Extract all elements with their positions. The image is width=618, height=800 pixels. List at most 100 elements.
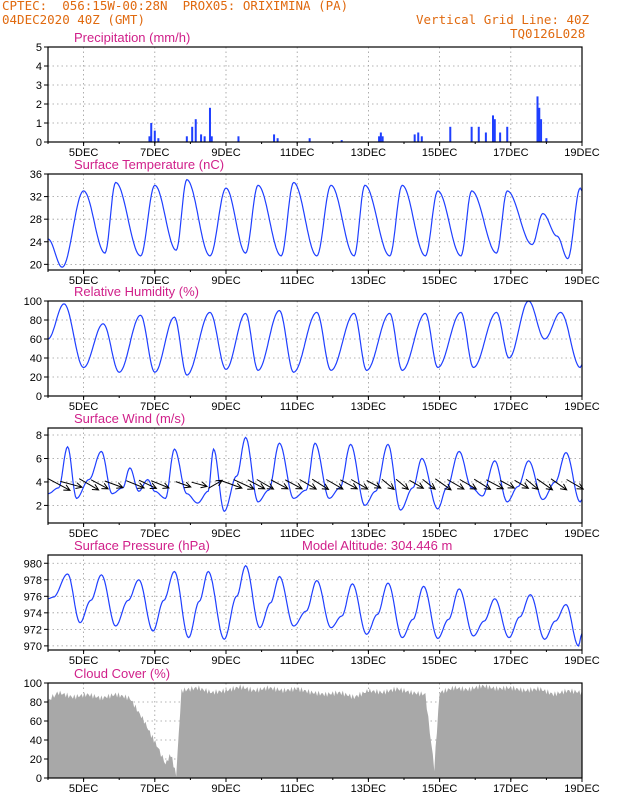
- precip-bar: [545, 138, 548, 142]
- wind-vector-arrow: [60, 480, 84, 489]
- wind-xtick-label: 19DEC: [564, 528, 600, 540]
- wind-vector-arrow: [422, 479, 437, 490]
- wind-vector-arrow: [175, 481, 192, 489]
- wind-vector-arrow: [525, 478, 540, 491]
- precipitation-panel-frame: [47, 46, 583, 143]
- precip-bar: [379, 132, 382, 142]
- precip-bar: [203, 136, 206, 142]
- precip-bar: [194, 119, 197, 142]
- wind-ytick-label: 2: [36, 500, 42, 512]
- wind-vector-arrow: [499, 480, 516, 489]
- wind-ytick-label: 8: [36, 430, 42, 442]
- cloud-cover-xtick-label: 5DEC: [69, 783, 98, 795]
- humidity-ytick-label: 100: [24, 296, 42, 308]
- pressure-series-line: [47, 564, 583, 647]
- temperature-xtick-label: 7DEC: [140, 275, 169, 287]
- precip-bar: [340, 140, 343, 142]
- precip-bar: [148, 136, 151, 142]
- wind-vector-arrow: [256, 479, 275, 490]
- wind-panel-frame: [47, 427, 583, 524]
- precipitation-xtick-label: 5DEC: [69, 147, 98, 159]
- precipitation-xtick-label: 17DEC: [493, 147, 529, 159]
- wind-vector-arrow: [550, 478, 568, 491]
- humidity-xtick-label: 17DEC: [493, 401, 529, 413]
- precipitation-xtick-label: 15DEC: [422, 147, 458, 159]
- humidity-ytick-label: 80: [30, 315, 42, 327]
- humidity-xtick-label: 5DEC: [69, 401, 98, 413]
- precipitation-xtick-label: 13DEC: [351, 147, 387, 159]
- pressure-ytick-label: 978: [24, 575, 42, 587]
- station-header: CPTEC: 056:15W-00:28N PROX05: ORIXIMINA …: [2, 0, 349, 13]
- cloud-cover-xtick-label: 15DEC: [422, 783, 458, 795]
- precip-bar: [210, 136, 213, 142]
- temperature-ytick-label: 24: [30, 237, 42, 249]
- temperature-panel-frame: [47, 173, 583, 271]
- cloud-cover-xtick-label: 9DEC: [211, 783, 240, 795]
- wind-xtick-label: 7DEC: [140, 528, 169, 540]
- pressure-ytick-label: 972: [24, 624, 42, 636]
- precip-bar: [208, 107, 211, 142]
- humidity-panel-frame: [47, 300, 583, 397]
- temperature-title: Surface Temperature (nC): [74, 157, 224, 172]
- wind-vector-arrow: [233, 479, 256, 490]
- precip-bar: [237, 136, 240, 142]
- humidity-ytick-label: 60: [30, 334, 42, 346]
- cloud-cover-xtick-label: 17DEC: [493, 783, 529, 795]
- cloud-cover-xtick-label: 11DEC: [280, 783, 315, 795]
- precip-bar: [492, 115, 494, 142]
- run-date: 04DEC2020 40Z (GMT): [2, 12, 145, 27]
- pressure-xtick-label: 9DEC: [211, 655, 240, 667]
- pressure-xtick-label: 11DEC: [280, 655, 315, 667]
- wind-ytick-label: 4: [36, 477, 42, 489]
- wind-vector-arrow: [486, 479, 505, 490]
- pressure-note: Model Altitude: 304.446 m: [302, 538, 452, 553]
- wind-xtick-label: 15DEC: [422, 528, 458, 540]
- wind-series-line: [47, 436, 583, 513]
- precip-bar: [506, 126, 509, 142]
- precipitation-xtick-label: 7DEC: [140, 147, 169, 159]
- precip-bar: [420, 136, 423, 142]
- cloud-cover-area: [48, 683, 582, 778]
- precip-bar: [477, 126, 480, 142]
- pressure-xtick-label: 17DEC: [493, 655, 529, 667]
- wind-vector-arrow: [326, 479, 344, 490]
- wind-vector-arrow: [435, 478, 452, 491]
- pressure-panel-frame: [47, 554, 583, 651]
- precip-bar: [536, 96, 539, 142]
- precip-bar: [273, 134, 276, 142]
- wind-vector-arrow: [447, 479, 465, 490]
- temperature-xtick-label: 13DEC: [351, 275, 387, 287]
- precipitation-ytick-label: 0: [36, 137, 42, 149]
- humidity-title: Relative Humidity (%): [74, 284, 199, 299]
- wind-vector-arrow: [514, 479, 530, 489]
- precip-bar: [484, 132, 487, 142]
- wind-vector-arrow: [566, 479, 585, 490]
- precip-bar: [200, 134, 203, 142]
- temperature-ytick-label: 20: [30, 259, 42, 271]
- precip-bar: [191, 126, 194, 142]
- wind-xtick-label: 13DEC: [351, 528, 387, 540]
- precip-bar: [157, 138, 160, 142]
- wind-vector-arrow: [138, 479, 158, 489]
- wind-vector-arrow: [311, 478, 330, 491]
- pressure-ytick-label: 974: [24, 608, 42, 620]
- wind-ytick-label: 6: [36, 453, 42, 465]
- humidity-series-line: [47, 300, 583, 376]
- precip-bar: [185, 136, 188, 142]
- precip-bar: [153, 130, 156, 142]
- cloud-cover-xtick-label: 13DEC: [351, 783, 387, 795]
- wind-vector-arrow: [104, 480, 124, 489]
- pressure-title: Surface Pressure (hPa): [74, 538, 210, 553]
- wind-vector-arrow: [220, 480, 243, 490]
- wind-vector-arrow: [340, 479, 359, 490]
- wind-vector-arrow: [459, 479, 478, 490]
- cloud-cover-ytick-label: 60: [30, 716, 42, 728]
- wind-vector-arrow: [284, 479, 304, 490]
- humidity-xtick-label: 11DEC: [280, 401, 315, 413]
- wind-vector-arrow: [381, 478, 395, 491]
- cloud-cover-ytick-label: 20: [30, 754, 42, 766]
- wind-vector-arrow: [536, 478, 554, 491]
- cloud-cover-ytick-label: 40: [30, 735, 42, 747]
- temperature-xtick-label: 19DEC: [564, 275, 600, 287]
